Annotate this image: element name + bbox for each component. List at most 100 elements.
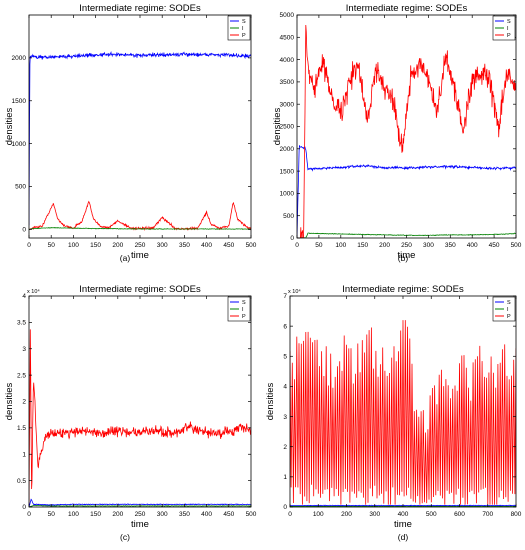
x-tick-label: 500: [511, 242, 522, 249]
x-tick-label: 300: [423, 242, 434, 249]
y-tick-label: 7: [283, 293, 287, 300]
y-axis-label: densities: [4, 383, 15, 421]
legend-label-S: S: [242, 300, 246, 306]
x-tick-label: 0: [295, 242, 299, 249]
y-tick-label: 0: [22, 504, 26, 511]
y-tick-label: 3: [283, 414, 287, 421]
x-tick-label: 300: [369, 511, 380, 518]
x-tick-label: 50: [48, 511, 56, 518]
x-axis-label: time: [131, 250, 149, 261]
y-tick-label: 1000: [12, 141, 27, 148]
x-tick-label: 50: [48, 242, 56, 249]
x-tick-label: 400: [201, 511, 212, 518]
y-tick-label: 4: [22, 293, 26, 300]
legend: SIP: [227, 296, 251, 322]
chart-title: Intermediate regime: SODEs: [346, 3, 468, 14]
series-line-S: [29, 51, 251, 226]
axes-box: [296, 14, 517, 239]
y-tick-label: 2: [22, 399, 26, 406]
series-line-P: [29, 329, 251, 507]
y-tick-label: 500: [283, 213, 294, 220]
legend-label-P: P: [507, 314, 511, 320]
y-tick-label: 2.5: [17, 372, 26, 379]
x-tick-label: 300: [157, 511, 168, 518]
series-line-S: [297, 145, 516, 238]
y-axis-label: densities: [4, 108, 15, 146]
legend-label-S: S: [507, 300, 511, 306]
plot-area: [290, 320, 516, 507]
legend-label-P: P: [242, 33, 246, 39]
x-tick-label: 400: [201, 242, 212, 249]
y-tick-label: 2: [283, 444, 287, 451]
legend: SIP: [227, 15, 251, 41]
y-tick-label: 0: [22, 227, 26, 234]
x-tick-label: 150: [357, 242, 368, 249]
plot-area: [29, 51, 251, 232]
series-line-P: [297, 24, 516, 238]
y-axis-exponent: x 10⁴: [27, 288, 40, 295]
x-tick-label: 200: [112, 511, 123, 518]
x-tick-label: 0: [27, 511, 31, 518]
x-tick-label: 100: [313, 511, 324, 518]
x-tick-label: 150: [90, 242, 101, 249]
x-tick-label: 0: [27, 242, 31, 249]
x-tick-label: 350: [445, 242, 456, 249]
y-tick-label: 500: [15, 184, 26, 191]
chart-panel: 0 50 100 150 200 250 300 350 400 450 500 0 0.5 1 1.5 2 2…: [4, 284, 257, 542]
y-tick-label: 3000: [280, 101, 295, 108]
y-tick-label: 0: [283, 504, 287, 511]
legend-label-P: P: [242, 314, 246, 320]
legend-label-I: I: [507, 307, 509, 313]
panel-caption: (a): [120, 253, 131, 263]
y-tick-label: 1: [283, 474, 287, 481]
chart-panel: 0 100 200 300 400 500 600 700 800 0 1 2 3 4 5 6 7x 10⁴ In…: [265, 284, 522, 542]
x-tick-label: 100: [335, 242, 346, 249]
x-tick-label: 200: [379, 242, 390, 249]
x-tick-label: 500: [246, 511, 257, 518]
y-tick-label: 1: [22, 451, 26, 458]
y-tick-label: 0.5: [17, 478, 26, 485]
panel-caption: (b): [398, 253, 409, 263]
x-tick-label: 400: [467, 242, 478, 249]
chart-title: Intermediate regime: SODEs: [342, 284, 464, 295]
y-axis-label: densities: [265, 383, 276, 421]
x-tick-label: 200: [341, 511, 352, 518]
legend-label-S: S: [507, 19, 511, 25]
x-tick-label: 250: [135, 242, 146, 249]
plot-area: [29, 329, 251, 507]
y-tick-label: 1500: [12, 98, 27, 105]
series-line-P: [29, 200, 251, 232]
x-tick-label: 350: [179, 242, 190, 249]
y-tick-label: 2000: [280, 146, 295, 153]
x-tick-label: 100: [68, 511, 79, 518]
x-tick-label: 300: [157, 242, 168, 249]
y-axis-exponent: x 10⁴: [288, 288, 301, 295]
legend-label-I: I: [507, 26, 509, 32]
legend-label-P: P: [507, 33, 511, 39]
axes-box: [28, 14, 252, 239]
x-tick-label: 350: [179, 511, 190, 518]
series-line-I: [29, 226, 251, 230]
legend: SIP: [492, 15, 516, 41]
x-tick-label: 700: [482, 511, 493, 518]
legend-label-I: I: [242, 26, 244, 32]
x-tick-label: 600: [454, 511, 465, 518]
x-axis-label: time: [131, 519, 149, 530]
y-tick-label: 2000: [12, 55, 27, 62]
y-axis-label: densities: [272, 108, 283, 146]
x-tick-label: 0: [288, 511, 292, 518]
chart-panel: 0 50 100 150 200 250 300 350 400 450 500 0 500 1000 15…: [4, 3, 257, 263]
x-tick-label: 100: [68, 242, 79, 249]
y-tick-label: 4000: [280, 57, 295, 64]
legend-label-I: I: [242, 307, 244, 313]
x-tick-label: 400: [398, 511, 409, 518]
axes-box: [28, 295, 252, 508]
x-axis-label: time: [394, 519, 412, 530]
x-tick-label: 150: [90, 511, 101, 518]
y-tick-label: 3500: [280, 79, 295, 86]
plot-area: [297, 24, 516, 238]
chart-title: Intermediate regime: SODEs: [79, 284, 201, 295]
legend: SIP: [492, 296, 516, 322]
x-tick-label: 200: [112, 242, 123, 249]
y-tick-label: 1.5: [17, 425, 26, 432]
